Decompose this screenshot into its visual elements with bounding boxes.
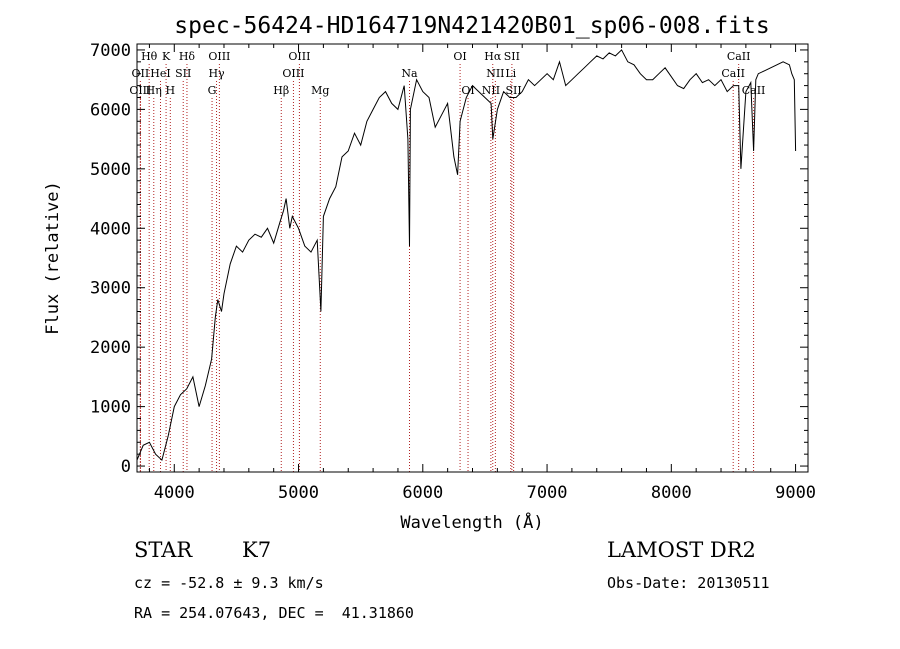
line-id-label: Hα — [484, 50, 502, 63]
line-id-label: Hβ — [273, 84, 289, 97]
line-markers — [139, 64, 755, 472]
line-id-label: OI — [453, 50, 466, 63]
line-id-label: OIII — [129, 84, 151, 97]
line-id-label: G — [208, 84, 217, 97]
line-id-label: NII — [482, 84, 500, 97]
y-tick-label: 6000 — [90, 100, 131, 120]
y-tick-label: 3000 — [90, 279, 131, 299]
x-axis-label: Wavelength (Å) — [400, 511, 543, 533]
line-id-label: Hθ — [141, 50, 158, 63]
spectrum-series-line — [136, 49, 797, 462]
x-tick-label: 9000 — [775, 483, 816, 503]
line-id-label: OIII — [282, 67, 304, 80]
line-id-label: CaII — [721, 67, 745, 80]
y-tick-label: 7000 — [90, 41, 131, 61]
y-axis-label: Flux (relative) — [43, 181, 63, 335]
line-id-label: SII — [504, 50, 520, 63]
line-id-label: HeI — [150, 67, 170, 80]
line-id-label: Mg — [311, 84, 329, 97]
coordinates: RA = 254.07643, DEC = 41.31860 — [134, 604, 414, 622]
y-tick-label: 5000 — [90, 160, 131, 180]
chart-title: spec-56424-HD164719N421420B01_sp06-008.f… — [174, 13, 769, 39]
line-id-label: Hγ — [208, 67, 225, 80]
y-axis: 0 1000 2000 3000 4000 5000 6000 7000 — [90, 41, 808, 477]
y-tick-label: 1000 — [90, 398, 131, 418]
object-class: STAR — [134, 538, 193, 562]
line-id-label: OIII — [208, 50, 230, 63]
line-id-label: Hη — [146, 84, 162, 97]
y-tick-label: 4000 — [90, 219, 131, 239]
redshift-cz: cz = -52.8 ± 9.3 km/s — [134, 574, 324, 592]
y-tick-label: 2000 — [90, 338, 131, 358]
line-id-label: Hδ — [179, 50, 196, 63]
line-id-label: OIII — [288, 50, 310, 63]
line-id-label: CaII — [727, 50, 751, 63]
x-tick-label: 7000 — [527, 483, 568, 503]
survey-name: LAMOST DR2 — [607, 538, 756, 562]
line-id-label: SII — [506, 84, 522, 97]
x-tick-label: 8000 — [651, 483, 692, 503]
line-id-label: H — [166, 84, 176, 97]
line-id-label: CaII — [742, 84, 766, 97]
x-tick-label: 4000 — [154, 483, 195, 503]
x-axis: 4000 5000 6000 7000 8000 9000 — [148, 44, 816, 503]
y-tick-label: 0 — [121, 457, 131, 477]
line-id-label: SII — [175, 67, 191, 80]
line-id-label: NII — [486, 67, 504, 80]
line-id-label: K — [162, 50, 171, 63]
x-tick-label: 5000 — [278, 483, 319, 503]
x-tick-label: 6000 — [402, 483, 443, 503]
line-id-label: Na — [401, 67, 418, 80]
plot-frame — [136, 43, 809, 473]
observation-date: Obs-Date: 20130511 — [607, 574, 770, 592]
line-id-label: Li — [505, 67, 516, 80]
spectral-subclass: K7 — [242, 538, 272, 562]
